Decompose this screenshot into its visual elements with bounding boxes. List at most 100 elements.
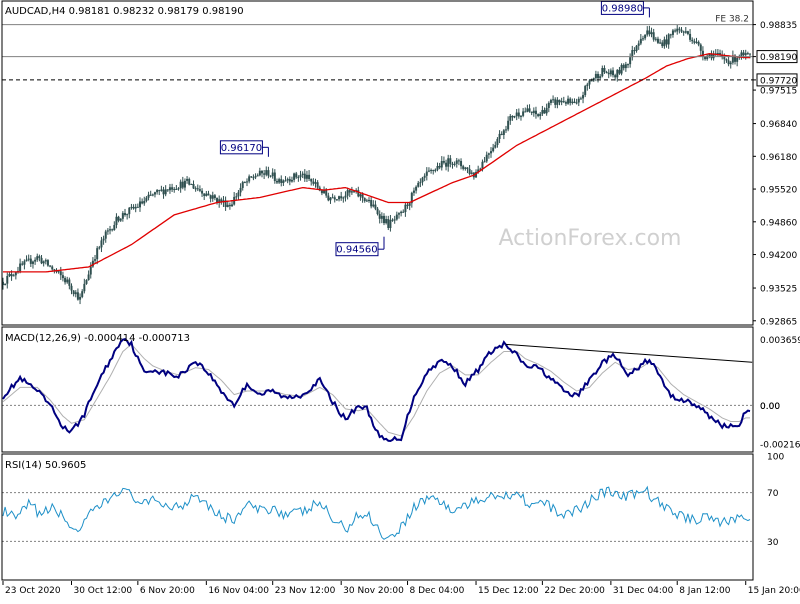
rsi-title: RSI(14) 50.9605 [5, 460, 86, 471]
candle-body [729, 62, 732, 65]
candle-body [115, 216, 118, 226]
candle-body [132, 206, 135, 209]
candle-body [479, 168, 482, 170]
candle-body [61, 275, 64, 279]
candle-body [350, 191, 353, 193]
x-tick-label: 8 Dec 04:00 [410, 586, 465, 596]
candle-body [697, 41, 700, 45]
candle-body [124, 213, 127, 215]
candle-body [10, 274, 13, 277]
candle-body [614, 75, 617, 78]
candle-body [246, 181, 249, 183]
candle-body [641, 38, 644, 40]
candle-body [519, 115, 522, 117]
candle-body [434, 169, 437, 171]
rsi-tick-label: 70 [767, 489, 779, 499]
candle-body [76, 292, 79, 300]
candle-body [87, 274, 90, 281]
candle-body [594, 73, 597, 79]
candle-body [111, 229, 114, 231]
candle-body [323, 189, 326, 194]
candle-body [562, 101, 565, 103]
candle-body [684, 31, 687, 33]
candle-body [490, 151, 493, 154]
candle-body [136, 206, 139, 208]
candle-body [81, 291, 84, 297]
candle-body [554, 99, 557, 105]
candle-body [25, 259, 28, 262]
candle-body [380, 215, 383, 219]
candle-body [464, 167, 467, 169]
candle-body [590, 80, 593, 82]
candle-body [603, 68, 606, 73]
candle-body [96, 248, 99, 260]
candle-body [314, 182, 317, 184]
candle-body [91, 260, 94, 267]
candle-body [353, 191, 356, 193]
candle-body [290, 179, 293, 182]
candle-body [194, 188, 197, 190]
candle-body [331, 197, 334, 199]
candle-body [284, 180, 287, 182]
macd-pane-frame [1, 326, 754, 453]
candle-body [507, 120, 510, 130]
candle-body [42, 261, 45, 264]
candle-body [509, 115, 512, 121]
candle-body [175, 188, 178, 190]
candle-body [637, 43, 640, 46]
candle-body [196, 188, 199, 190]
candle-body [162, 189, 165, 195]
candle-body [475, 171, 478, 178]
price-tick-label: 0.98835 [760, 21, 797, 31]
candle-body [530, 111, 533, 114]
candle-body [648, 30, 651, 35]
candle-body [267, 170, 270, 176]
macd-trendline [505, 343, 753, 363]
candle-body [70, 285, 73, 291]
candle-body [98, 247, 101, 249]
candle-body [744, 53, 747, 56]
candle-body [235, 196, 238, 198]
x-tick-label: 23 Oct 2020 [5, 586, 61, 596]
candle-body [181, 181, 184, 188]
candle-body [612, 70, 615, 76]
candle-body [269, 175, 272, 177]
candle-body [408, 203, 411, 206]
candle-body [577, 98, 580, 103]
price-tick-label: 0.94200 [760, 251, 797, 261]
price-tick-label: 0.95520 [760, 186, 797, 196]
candle-body [539, 113, 542, 117]
candle-body [156, 190, 159, 193]
candle-body [485, 154, 488, 162]
candle-body [153, 192, 156, 195]
candle-body [149, 194, 152, 196]
x-tick-label: 15 Jan 20:00 [748, 586, 800, 596]
candle-body [500, 133, 503, 135]
candle-body [333, 197, 336, 200]
candle-body [280, 179, 283, 183]
candle-body [440, 160, 443, 168]
candle-body [731, 55, 734, 63]
candle-body [746, 53, 749, 55]
candle-body [31, 261, 34, 264]
candle-body [547, 102, 550, 108]
candle-body [556, 99, 559, 105]
candle-body [27, 258, 30, 260]
candle-body [723, 57, 726, 60]
price-tick-label: 0.98190 [760, 53, 797, 63]
candle-body [397, 213, 400, 215]
candle-body [263, 173, 266, 175]
candle-body [582, 95, 585, 99]
candle-body [192, 183, 195, 189]
price-tick-label: 0.94860 [760, 218, 797, 228]
candle-body [400, 211, 403, 214]
candle-body [616, 69, 619, 78]
candle-body [704, 56, 707, 60]
candle-body [278, 179, 281, 183]
candle-body [19, 263, 22, 272]
price-annotation-label: 0.98980 [602, 3, 643, 14]
candle-body [736, 57, 739, 62]
candle-body [455, 160, 458, 164]
candle-body [457, 160, 460, 162]
